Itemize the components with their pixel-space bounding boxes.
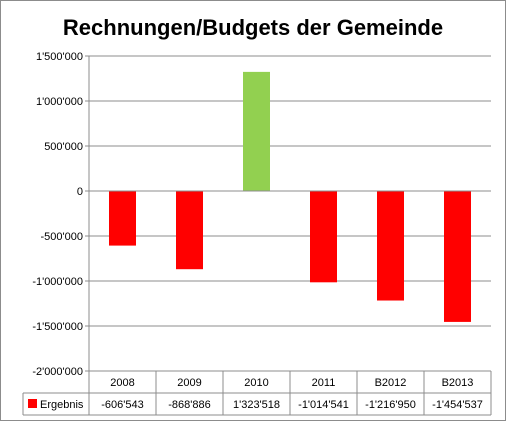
y-tick-label: -1'500'000: [32, 321, 83, 333]
x-category-label: 2010: [244, 377, 268, 389]
data-value-label: -1'014'541: [298, 399, 349, 411]
bar: [243, 71, 270, 191]
chart-title: Rechnungen/Budgets der Gemeinde: [63, 15, 443, 40]
bar: [310, 191, 337, 283]
data-value-label: -606'543: [101, 399, 143, 411]
y-tick-label: 1'500'000: [36, 51, 83, 63]
x-category-label: 2011: [312, 377, 336, 389]
x-category-label: 2008: [110, 377, 134, 389]
y-tick-label: 0: [77, 186, 83, 198]
data-value-label: -1'216'950: [365, 399, 416, 411]
y-tick-label: -1'000'000: [32, 276, 83, 288]
axis-layer: 1'500'000 1'000'000 500'000 0 -500'000 -1'000…: [32, 51, 491, 415]
grid-layer: [89, 55, 491, 372]
data-value-label: -1'454'537: [432, 399, 483, 411]
bar: [377, 191, 404, 301]
data-table: 2008 2009 2010 2011 B2012 B2013 Ergebnis -606'5…: [22, 371, 492, 416]
x-category-label: 2009: [177, 377, 201, 389]
bar: [109, 191, 136, 246]
bar: [176, 191, 203, 270]
data-value-label: -868'886: [168, 399, 210, 411]
series-name: Ergebnis: [40, 399, 84, 411]
data-value-label: 1'323'518: [233, 399, 280, 411]
y-tick-label: -500'000: [41, 231, 83, 243]
y-tick-label: 1'000'000: [36, 96, 83, 108]
legend-swatch: [28, 399, 37, 408]
bar: [444, 191, 471, 322]
x-category-label: B2012: [375, 377, 407, 389]
y-tick-label: 500'000: [44, 141, 83, 153]
x-category-label: B2013: [442, 377, 474, 389]
y-tick-label: -2'000'000: [32, 366, 83, 378]
bar-layer: [109, 71, 471, 322]
